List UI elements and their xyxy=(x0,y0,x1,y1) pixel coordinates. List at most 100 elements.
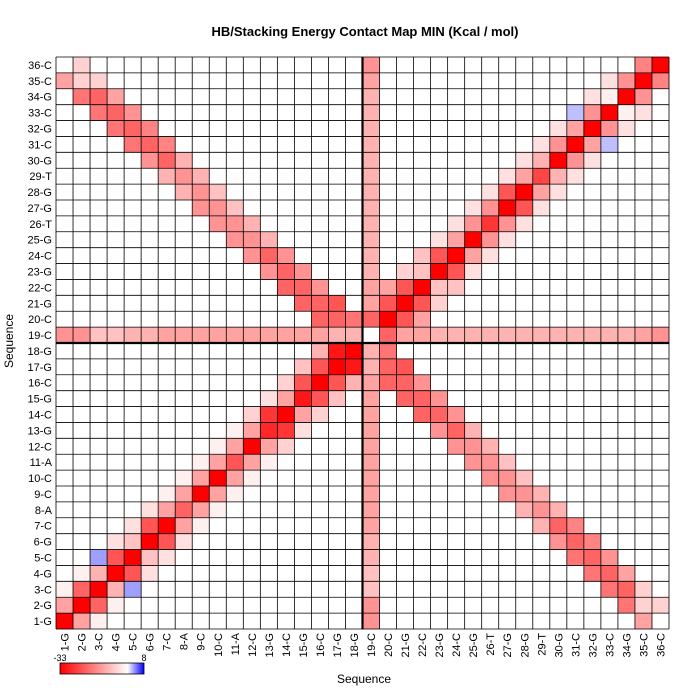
heatmap-cell xyxy=(362,200,380,217)
heatmap-cell xyxy=(73,581,91,598)
heatmap-cell xyxy=(600,136,619,153)
heatmap-cell xyxy=(362,422,380,439)
x-tick-label: 26-T xyxy=(485,633,497,656)
heatmap-cell xyxy=(175,327,193,344)
heatmap-cell xyxy=(362,168,380,185)
heatmap-cell xyxy=(226,454,244,471)
heatmap-cell xyxy=(362,613,380,630)
heatmap-cell xyxy=(362,263,380,280)
heatmap-cell xyxy=(634,597,653,614)
heatmap-cell xyxy=(362,184,380,201)
heatmap-cell xyxy=(175,152,193,169)
heatmap-cell xyxy=(175,486,193,503)
y-tick-label: 32-G xyxy=(28,124,52,136)
y-axis-label: Sequence xyxy=(2,314,16,368)
heatmap-cell xyxy=(362,311,380,328)
heatmap-cell xyxy=(379,343,397,360)
x-tick-label: 6-G xyxy=(145,633,157,651)
heatmap-cell xyxy=(413,327,431,344)
heatmap-cell xyxy=(192,470,210,487)
heatmap-cell xyxy=(515,470,534,487)
heatmap-cell xyxy=(362,295,380,312)
x-tick-label: 29-T xyxy=(536,633,548,656)
heatmap-cell xyxy=(464,200,482,217)
heatmap-cell xyxy=(260,438,278,455)
heatmap-cell xyxy=(447,279,465,296)
heatmap-cell xyxy=(294,327,312,344)
heatmap-cells xyxy=(56,57,670,630)
heatmap-cell xyxy=(362,104,380,121)
heatmap-cell xyxy=(311,295,329,312)
heatmap-cell xyxy=(634,327,653,344)
heatmap-cell xyxy=(243,438,261,455)
x-tick-label: 31-C xyxy=(570,633,582,657)
heatmap-cell xyxy=(226,215,244,233)
heatmap-cell xyxy=(447,231,465,248)
heatmap-cell xyxy=(260,231,278,248)
heatmap-cell xyxy=(294,374,312,391)
heatmap-cell xyxy=(158,517,176,534)
heatmap-cell xyxy=(532,501,551,519)
heatmap-cell xyxy=(141,565,159,582)
heatmap-cell xyxy=(532,136,551,153)
x-tick-label: 36-C xyxy=(655,633,667,657)
heatmap-cell xyxy=(345,358,363,376)
heatmap-cell xyxy=(549,533,568,550)
y-tick-label: 25-G xyxy=(28,235,52,247)
heatmap-cell xyxy=(430,422,448,439)
heatmap-cell xyxy=(243,454,261,471)
x-tick-label: 33-C xyxy=(604,633,616,657)
heatmap-cell xyxy=(277,390,295,407)
heatmap-cell xyxy=(379,358,397,376)
heatmap-cell xyxy=(345,327,363,344)
y-tick-label: 27-G xyxy=(28,203,52,215)
y-tick-label: 18-G xyxy=(28,346,52,358)
heatmap-cell xyxy=(243,406,261,423)
heatmap-cell xyxy=(124,581,142,598)
heatmap-cell xyxy=(634,104,653,121)
heatmap-cell xyxy=(328,311,346,328)
heatmap-cell xyxy=(260,406,278,423)
heatmap-cell xyxy=(481,247,500,264)
heatmap-cell xyxy=(277,279,295,296)
y-tick-label: 20-C xyxy=(28,314,52,326)
heatmap-cell xyxy=(192,200,210,217)
heatmap-cell xyxy=(566,152,585,169)
heatmap-cell xyxy=(617,104,636,121)
heatmap-cell xyxy=(498,327,517,344)
heatmap-cell xyxy=(277,263,295,280)
heatmap-cell xyxy=(243,215,261,233)
heatmap-cell xyxy=(158,327,176,344)
heatmap-cell xyxy=(294,358,312,376)
colorbar xyxy=(59,662,145,675)
y-tick-label: 8-A xyxy=(35,505,53,517)
x-tick-labels: 1-G 2-G 3-C 4-G 5-C 6-G 7-C 8-A 9-C 10-C 11-A 12-C 1… xyxy=(60,632,668,657)
x-tick-label: 35-C xyxy=(638,633,650,657)
heatmap-cell xyxy=(141,517,159,534)
heatmap-cell xyxy=(464,438,482,455)
heatmap-cell xyxy=(226,486,244,503)
heatmap-cell xyxy=(362,406,380,423)
heatmap-cell xyxy=(260,422,278,439)
heatmap-cell xyxy=(396,390,414,407)
heatmap-cell xyxy=(141,120,159,137)
y-tick-label: 36-C xyxy=(28,60,52,72)
heatmap-cell xyxy=(277,247,295,264)
y-tick-label: 22-C xyxy=(28,282,52,294)
heatmap-cell xyxy=(498,470,517,487)
heatmap-cell xyxy=(549,327,568,344)
heatmap-cell xyxy=(617,581,636,598)
heatmap-cell xyxy=(515,152,534,169)
y-tick-label: 7-C xyxy=(34,521,52,533)
heatmap-cell xyxy=(226,422,244,439)
heatmap-cell xyxy=(90,72,108,90)
heatmap-cell xyxy=(243,422,261,439)
heatmap-cell xyxy=(362,72,380,90)
heatmap-cell xyxy=(464,263,482,280)
x-tick-label: 8-A xyxy=(179,632,191,650)
heatmap-cell xyxy=(549,152,568,169)
heatmap-cell xyxy=(447,406,465,423)
heatmap-cell xyxy=(277,374,295,391)
y-tick-label: 11-A xyxy=(30,457,53,469)
heatmap-cell xyxy=(379,374,397,391)
